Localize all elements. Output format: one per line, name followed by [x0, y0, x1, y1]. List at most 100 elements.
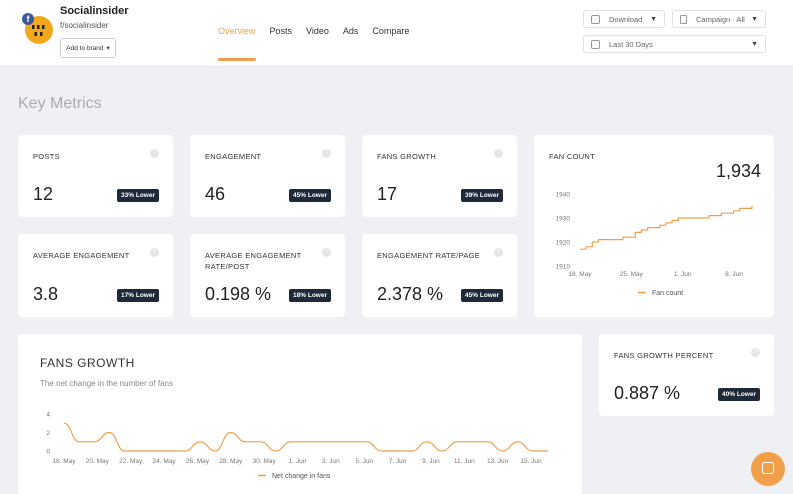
- x-tick-label: 15. Jun: [520, 458, 542, 465]
- y-tick-label: 2: [46, 430, 50, 437]
- metric-value: 46: [205, 184, 226, 204]
- info-icon[interactable]: i: [322, 149, 331, 158]
- comparison-badge: 18% Lower: [289, 289, 331, 302]
- y-tick-label: 0: [46, 449, 50, 456]
- comparison-badge: 33% Lower: [117, 189, 159, 202]
- fans-growth-title: FANS GROWTH: [40, 356, 135, 370]
- series-line: [63, 422, 548, 452]
- metric-card-fans-growth: FANS GROWTH i 17 39% Lower: [362, 135, 517, 217]
- metric-card-average-engagement: AVERAGE ENGAGEMENT i 3.8 17% Lower: [18, 234, 173, 317]
- info-icon[interactable]: i: [494, 149, 503, 158]
- metric-label: AVERAGE ENGAGEMENT RATE/POST: [205, 251, 302, 271]
- y-tick-label: 1940: [556, 192, 571, 199]
- metric-card-average-engagement-rate-post: AVERAGE ENGAGEMENT RATE/POST i 0.198 % 1…: [190, 234, 345, 317]
- y-tick-label: 4: [46, 412, 50, 419]
- info-icon[interactable]: i: [322, 248, 331, 257]
- download-button[interactable]: Download ▼: [583, 10, 665, 28]
- x-tick-label: 25. May: [620, 271, 644, 278]
- metric-card-engagement: ENGAGEMENT i 46 45% Lower: [190, 135, 345, 217]
- brand-logo-icon: [32, 25, 45, 36]
- x-tick-label: 30. May: [253, 458, 277, 465]
- brand-handle: f/socialinsider: [60, 21, 109, 30]
- metric-value: 12: [33, 184, 54, 204]
- tab-overview[interactable]: Overview: [218, 26, 256, 61]
- metric-value: 2.378 %: [377, 284, 444, 304]
- x-tick-label: 11. Jun: [454, 458, 475, 465]
- chat-icon: [762, 462, 774, 474]
- fans-growth-chart: 0 2 4 18. May 20. May 22. May 24. May 26. May 28…: [46, 412, 548, 480]
- tab-video[interactable]: Video: [306, 26, 329, 36]
- caret-down-icon: ▼: [751, 40, 758, 48]
- metric-value: 3.8: [33, 284, 59, 304]
- chevron-down-icon: ▾: [106, 45, 110, 52]
- info-icon[interactable]: i: [150, 248, 159, 257]
- info-icon[interactable]: i: [150, 149, 159, 158]
- metric-value: 0.198 %: [205, 284, 272, 304]
- main-nav: Overview Posts Video Ads Compare: [218, 26, 423, 61]
- x-tick-label: 20. May: [86, 458, 110, 465]
- x-tick-label: 8. Jun: [725, 271, 743, 278]
- metric-value: 0.887 %: [614, 383, 681, 403]
- comparison-badge: 45% Lower: [289, 189, 331, 202]
- info-icon[interactable]: i: [751, 348, 760, 357]
- info-icon[interactable]: i: [494, 248, 503, 257]
- comparison-badge: 17% Lower: [117, 289, 159, 302]
- bookmark-icon: [680, 14, 687, 24]
- fans-growth-card: FANS GROWTH The net change in the number…: [18, 334, 582, 494]
- y-tick-label: 1910: [556, 264, 571, 271]
- series-line: [580, 206, 753, 250]
- comparison-badge: 45% Lower: [461, 289, 503, 302]
- tab-posts[interactable]: Posts: [269, 26, 293, 36]
- legend-label: Net change in fans: [272, 473, 331, 480]
- metric-label: ENGAGEMENT RATE/PAGE: [377, 251, 481, 260]
- fan-count-label: FAN COUNT: [549, 152, 596, 161]
- metric-label: FANS GROWTH PERCENT: [614, 351, 714, 360]
- metric-label: POSTS: [33, 152, 60, 161]
- calendar-icon: [591, 39, 600, 49]
- tab-ads[interactable]: Ads: [342, 26, 359, 36]
- x-tick-label: 9. Jun: [422, 458, 440, 465]
- download-label: Download: [609, 14, 643, 24]
- add-to-brand-label: Add to brand: [66, 44, 104, 52]
- x-tick-label: 1. Jun: [289, 458, 307, 465]
- x-tick-label: 7. Jun: [389, 458, 407, 465]
- y-tick-label: 1930: [556, 216, 571, 223]
- metric-card-engagement-rate-page: ENGAGEMENT RATE/PAGE i 2.378 % 45% Lower: [362, 234, 517, 317]
- campaign-select[interactable]: Campaign · All ▼: [672, 10, 766, 28]
- x-tick-label: 24. May: [153, 458, 177, 465]
- fans-growth-percent-card: FANS GROWTH PERCENT i 0.887 % 40% Lower: [599, 334, 774, 416]
- brand-name: Socialinsider: [60, 5, 129, 17]
- fan-count-chart: 1910 1920 1930 1940 18. May 25. May 1. Jun 8. J…: [556, 192, 753, 297]
- date-range-label: Last 30 Days: [609, 39, 653, 49]
- chat-button[interactable]: [751, 452, 785, 486]
- metric-label: FANS GROWTH: [377, 152, 437, 161]
- x-tick-label: 3. Jun: [322, 458, 340, 465]
- metric-card-posts: POSTS i 12 33% Lower: [18, 135, 173, 217]
- comparison-badge: 39% Lower: [461, 189, 503, 202]
- section-title: Key Metrics: [18, 95, 102, 112]
- metric-value: 17: [377, 184, 398, 204]
- caret-down-icon: ▼: [751, 15, 758, 23]
- fans-growth-subtitle: The net change in the number of fans: [40, 379, 173, 388]
- x-tick-label: 13. Jun: [487, 458, 509, 465]
- fan-count-value: 1,934: [715, 161, 761, 181]
- date-range-select[interactable]: Last 30 Days ▼: [583, 35, 766, 53]
- add-to-brand-button[interactable]: Add to brand ▾: [60, 38, 116, 58]
- x-tick-label: 22. May: [119, 458, 143, 465]
- legend-label: Fan count: [652, 290, 683, 297]
- metric-label: AVERAGE ENGAGEMENT: [33, 251, 130, 260]
- facebook-icon: f: [22, 13, 34, 25]
- campaign-label: Campaign · All: [696, 14, 745, 24]
- fan-count-card: FAN COUNT 1,934 1910 1920 1930 1940 18. May 2…: [534, 135, 774, 317]
- comparison-badge: 40% Lower: [718, 388, 760, 401]
- metric-label: ENGAGEMENT: [205, 152, 262, 161]
- tab-compare[interactable]: Compare: [372, 26, 410, 36]
- x-tick-label: 5. Jun: [355, 458, 373, 465]
- y-tick-label: 1920: [556, 240, 571, 247]
- x-tick-label: 26. May: [186, 458, 210, 465]
- x-tick-label: 18. May: [568, 271, 592, 278]
- caret-down-icon: ▼: [650, 15, 657, 23]
- top-header: f Socialinsider f/socialinsider Add to b…: [0, 0, 793, 67]
- x-tick-label: 28. May: [219, 458, 243, 465]
- x-tick-label: 18. May: [52, 458, 76, 465]
